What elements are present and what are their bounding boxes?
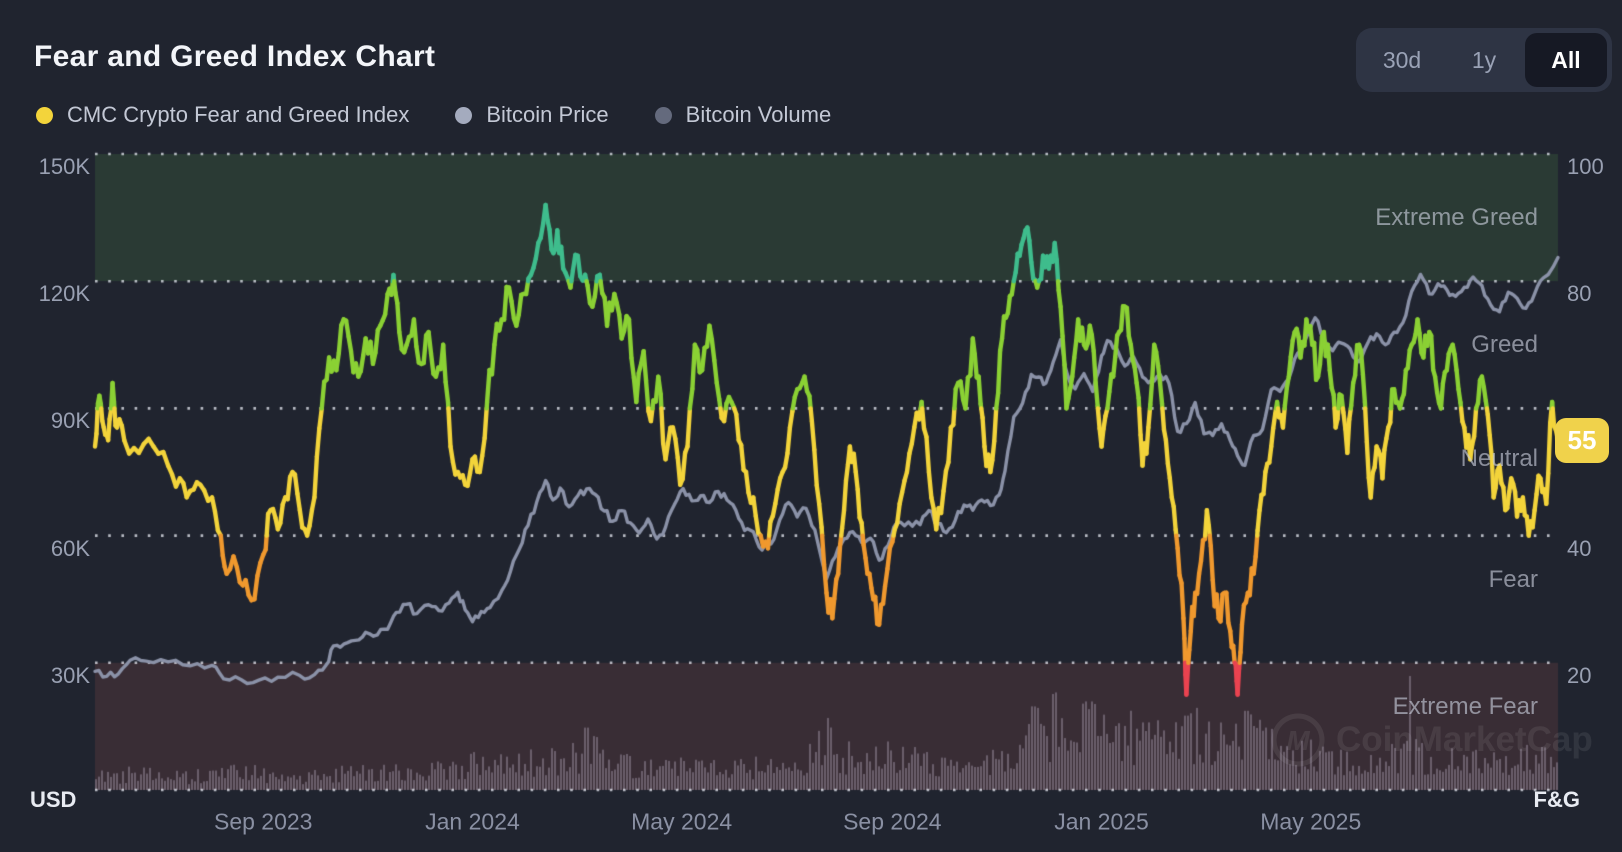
y-axis-right-label: 80 — [1567, 281, 1592, 307]
y-axis-right-label: 20 — [1567, 662, 1592, 688]
legend-item-bitcoin-price[interactable]: Bitcoin Price — [455, 102, 609, 128]
coinmarketcap-watermark: M CoinMarketCap — [1270, 712, 1593, 768]
range-option-30d[interactable]: 30d — [1382, 46, 1422, 73]
legend-item-bitcoin-volume[interactable]: Bitcoin Volume — [654, 102, 832, 128]
x-axis-label: Sep 2023 — [213, 808, 313, 835]
page-title: Fear and Greed Index Chart — [34, 40, 436, 73]
legend-item-label: Bitcoin Price — [486, 102, 609, 127]
right-axis-unit-label: F&G — [1533, 787, 1580, 812]
legend: CMC Crypto Fear and Greed Index Bitcoin P… — [36, 102, 831, 128]
y-axis-right-label: 100 — [1567, 154, 1604, 179]
coinmarketcap-logo-icon: M — [1271, 713, 1325, 767]
y-axis-left-label: 120K — [38, 281, 90, 307]
watermark-text: CoinMarketCap — [1336, 720, 1593, 759]
left-axis-unit-label: USD — [30, 787, 77, 812]
legend-item-label: CMC Crypto Fear and Greed Index — [67, 102, 410, 127]
range-option-1y[interactable]: 1y — [1471, 46, 1497, 73]
zone-label-fear: Fear — [1488, 566, 1538, 594]
zone-label-extreme-greed: Extreme Greed — [1375, 203, 1538, 231]
x-axis-label: Sep 2024 — [843, 808, 942, 835]
y-axis-left-label: 150K — [38, 154, 90, 179]
y-axis-left-label: 60K — [50, 535, 90, 561]
zone-label-greed: Greed — [1471, 330, 1538, 358]
current-value-badge: 55 — [1555, 418, 1609, 464]
zone-label-neutral: Neutral — [1460, 445, 1538, 473]
svg-text:M: M — [1286, 725, 1310, 756]
x-axis-label: Jan 2024 — [425, 808, 520, 835]
legend-item-cmc-crypto-fear-and-greed-index[interactable]: CMC Crypto Fear and Greed Index — [36, 102, 409, 128]
y-axis-left-label: 90K — [50, 408, 90, 434]
x-axis-label: Jan 2025 — [1054, 808, 1149, 835]
legend-dot-icon — [36, 106, 53, 124]
legend-dot-icon — [654, 106, 672, 124]
y-axis-right-label: 40 — [1567, 535, 1592, 561]
range-option-all[interactable]: All — [1525, 33, 1607, 87]
legend-dot-icon — [455, 106, 473, 124]
y-axis-left-label: 30K — [50, 662, 90, 688]
zone-label-extreme-fear: Extreme Fear — [1392, 693, 1538, 721]
legend-item-label: Bitcoin Volume — [685, 102, 832, 127]
range-switcher: 30d 1y All — [1356, 28, 1612, 92]
x-axis-label: May 2025 — [1260, 808, 1362, 835]
x-axis-label: May 2024 — [631, 808, 733, 835]
